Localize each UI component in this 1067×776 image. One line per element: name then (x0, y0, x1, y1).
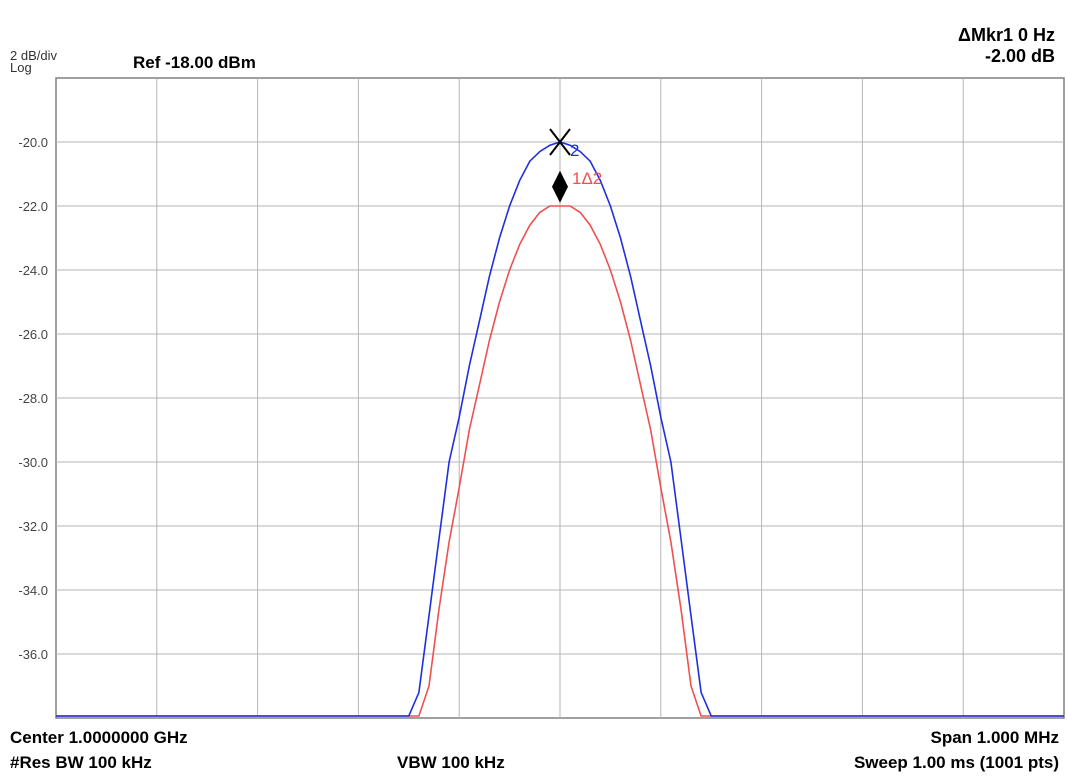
y-tick-label: -30.0 (18, 455, 48, 470)
y-tick-label: -24.0 (18, 263, 48, 278)
scale-label: 2 dB/div (10, 48, 57, 63)
y-tick-labels: -20.0 -22.0 -24.0 -26.0 -28.0 -30.0 -32.0 -34.0… (18, 135, 48, 662)
y-tick-label: -32.0 (18, 519, 48, 534)
vbw-label: VBW 100 kHz (397, 753, 505, 772)
marker-x-stroke (549, 128, 571, 156)
sweep-label: Sweep 1.00 ms (1001 pts) (853, 753, 1059, 772)
marker-label: 2 (570, 141, 579, 160)
y-tick-label: -34.0 (18, 583, 48, 598)
y-tick-label: -36.0 (18, 647, 48, 662)
red-trace (56, 205, 1064, 717)
marker-diamond (552, 170, 568, 203)
span-label: Span 1.000 MHz (930, 728, 1060, 747)
y-tick-label: -26.0 (18, 327, 48, 342)
y-tick-label: -22.0 (18, 199, 48, 214)
center-frequency-label: Center 1.0000000 GHz (10, 728, 188, 747)
y-tick-label: -20.0 (18, 135, 48, 150)
ref-level-label: Ref -18.00 dBm (133, 53, 256, 72)
marker-readout-amplitude: -2.00 dB (984, 46, 1055, 66)
y-tick-label: -28.0 (18, 391, 48, 406)
res-bw-label: #Res BW 100 kHz (10, 753, 152, 772)
scale-type-label: Log (10, 60, 32, 75)
graticule (55, 77, 1065, 719)
marker-readout-frequency: ΔMkr1 0 Hz (958, 25, 1055, 45)
marker-label: 1Δ2 (572, 169, 602, 188)
